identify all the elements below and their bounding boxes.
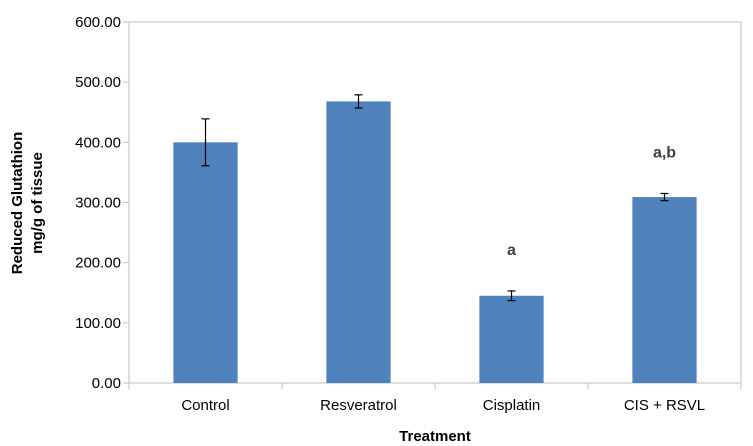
y-tick-label: 100.00 bbox=[75, 315, 121, 332]
x-tick-label: Resveratrol bbox=[320, 397, 397, 414]
bar bbox=[479, 295, 544, 383]
error-bar bbox=[201, 118, 210, 167]
error-bar bbox=[354, 94, 363, 109]
y-axis-title-line2: mg/g of tissue bbox=[29, 152, 46, 254]
significance-label: a bbox=[507, 242, 516, 259]
bar bbox=[632, 197, 697, 383]
bar bbox=[326, 101, 391, 384]
y-tick-label: 400.00 bbox=[75, 134, 121, 151]
x-tick-label: Cisplatin bbox=[483, 397, 541, 414]
x-axis-title: Treatment bbox=[399, 428, 471, 445]
bar bbox=[173, 142, 238, 383]
y-axis-title-line1: Reduced Glutathion bbox=[9, 132, 26, 275]
x-axis: Control Resveratrol Cisplatin CIS + RSVL bbox=[128, 383, 742, 414]
y-axis: 0.00 100.00 200.00 300.00 400.00 500.00 600.00 bbox=[75, 14, 129, 392]
error-bars bbox=[201, 94, 669, 302]
error-bar bbox=[507, 290, 516, 302]
bars bbox=[173, 101, 697, 384]
x-tick-label: Control bbox=[181, 397, 229, 414]
significance-annotations: a a,b bbox=[507, 144, 676, 258]
y-tick-label: 300.00 bbox=[75, 195, 121, 212]
y-tick-label: 500.00 bbox=[75, 74, 121, 91]
x-tick-label: CIS + RSVL bbox=[624, 397, 705, 414]
error-bar bbox=[660, 192, 669, 202]
y-tick-label: 0.00 bbox=[92, 375, 121, 392]
y-tick-label: 600.00 bbox=[75, 14, 121, 31]
y-tick-label: 200.00 bbox=[75, 255, 121, 272]
significance-label: a,b bbox=[653, 144, 676, 161]
